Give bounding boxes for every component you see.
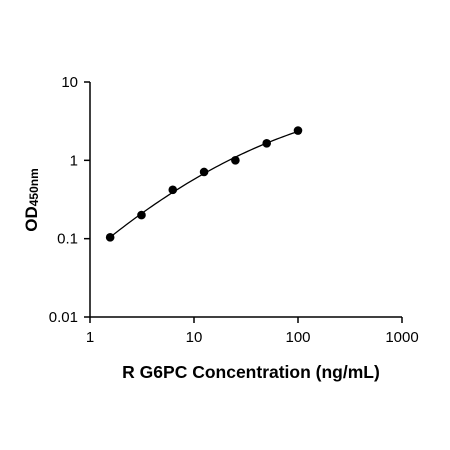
x-tick-label: 1000	[385, 329, 418, 346]
y-axis-title: OD450nm	[22, 168, 41, 232]
x-tick-label: 1	[86, 329, 94, 346]
data-point	[231, 156, 240, 165]
y-axis-title-subscript: 450nm	[27, 168, 41, 206]
x-tick-label: 100	[285, 329, 310, 346]
y-tick-label: 0.01	[49, 309, 78, 326]
data-point	[168, 185, 178, 195]
data-points	[105, 126, 303, 242]
data-point	[262, 138, 271, 148]
y-axis-title-main: OD	[22, 206, 41, 232]
y-tick-label: 10	[61, 74, 78, 91]
data-point	[293, 126, 303, 135]
x-tick-label: 10	[186, 329, 203, 346]
data-point	[105, 233, 115, 242]
y-tick-label: 0.1	[57, 231, 78, 248]
x-axis-ticks: 1 10 100 1000	[86, 317, 419, 346]
fit-curve	[106, 130, 300, 241]
axes	[89, 82, 402, 318]
y-axis-ticks: 0.01 0.1 1 10	[49, 74, 90, 326]
y-tick-label: 1	[70, 152, 78, 169]
data-point	[199, 167, 209, 177]
data-point	[137, 210, 146, 220]
x-axis-title: R G6PC Concentration (ng/mL)	[122, 362, 380, 382]
